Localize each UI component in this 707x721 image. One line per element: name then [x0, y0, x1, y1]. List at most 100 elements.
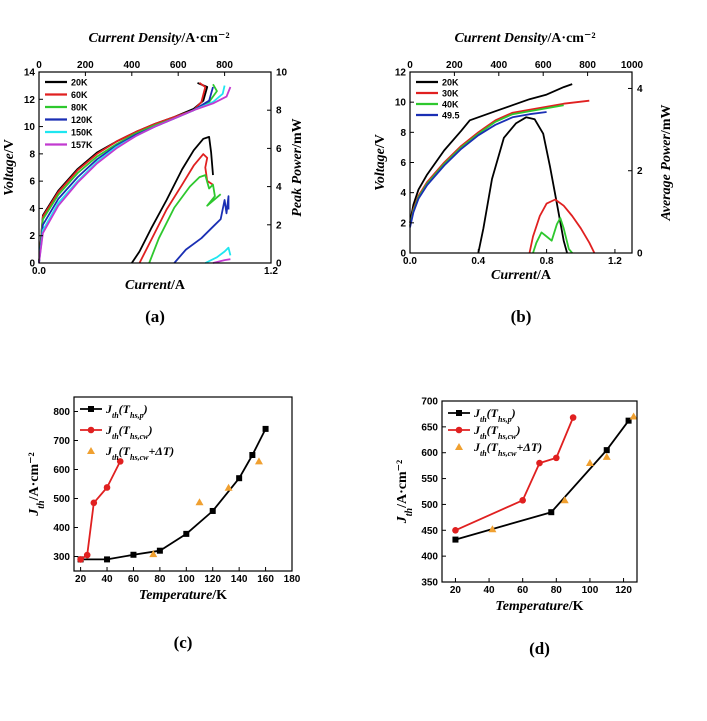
legend-marker-1 — [87, 426, 95, 434]
data-point-0 — [262, 425, 269, 432]
x-tick-label: 1.2 — [608, 256, 622, 267]
panel-caption-c: (c) — [174, 633, 193, 652]
power-curve-60K — [138, 153, 214, 264]
x-tick-label: 80 — [551, 585, 563, 596]
x-tick-label: 40 — [484, 585, 496, 596]
legend-label-150K: 150K — [71, 128, 93, 138]
x2-tick-label: 1000 — [621, 60, 644, 71]
legend-marker-2 — [455, 443, 463, 450]
data-point-1 — [77, 556, 84, 563]
x-tick-label: 40 — [101, 574, 113, 585]
series-line-1 — [80, 460, 122, 561]
data-point-0 — [548, 509, 555, 516]
x-tick-label: 0.4 — [471, 256, 485, 267]
y-tick-label: 700 — [53, 436, 70, 447]
y2-tick-label: 8 — [276, 106, 282, 117]
y2-tick-label: 2 — [276, 220, 282, 231]
legend-label-80K: 80K — [71, 103, 88, 113]
y-axis-label: Voltage/V — [2, 139, 17, 196]
x-tick-label: 180 — [284, 574, 301, 585]
data-point-1 — [569, 414, 577, 421]
y-tick-label: 400 — [53, 523, 70, 534]
data-point-2 — [585, 459, 594, 467]
x2-tick-label: 600 — [535, 60, 552, 71]
data-point-1 — [452, 526, 459, 534]
x-tick-label: 20 — [450, 585, 462, 596]
x-tick-label: 80 — [154, 574, 166, 585]
y-tick-label: 800 — [53, 407, 70, 418]
voltage-curve-20K — [409, 83, 573, 223]
y-tick-label: 6 — [400, 158, 406, 169]
y-tick-label: 550 — [421, 474, 438, 485]
legend-label-2: Jth(Ths,cw+ΔT) — [105, 444, 174, 462]
legend-label-1: Jth(Ths,cw) — [473, 423, 520, 441]
data-point-0 — [183, 530, 190, 537]
data-point-0 — [625, 417, 632, 424]
x2-tick-label: 800 — [216, 60, 233, 71]
y-tick-label: 10 — [24, 122, 36, 133]
y-tick-label: 8 — [29, 149, 35, 160]
power-curve-80K — [148, 174, 222, 264]
data-point-2 — [560, 496, 569, 504]
x-tick-label: 1.2 — [264, 266, 278, 277]
legend-label-49.5: 49.5 — [442, 111, 460, 121]
data-point-2 — [224, 483, 233, 491]
y-tick-label: 2 — [400, 218, 406, 229]
y-axis-label: Jth/A·cm⁻² — [395, 460, 415, 524]
x2-tick-label: 800 — [579, 60, 596, 71]
x2-axis-label: Current Density/A·cm⁻² — [88, 31, 229, 46]
y-axis-label: Jth/A·cm⁻² — [27, 452, 47, 516]
x-tick-label: 0.0 — [403, 256, 417, 267]
data-point-2 — [602, 452, 611, 460]
data-point-1 — [553, 454, 560, 462]
data-point-1 — [116, 458, 124, 465]
x-tick-label: 100 — [582, 585, 599, 596]
y-tick-label: 4 — [29, 204, 35, 215]
legend-label-20K: 20K — [442, 78, 459, 88]
x2-tick-label: 200 — [446, 60, 463, 71]
voltage-curve-49.5 — [409, 111, 547, 228]
data-point-0 — [104, 556, 111, 563]
data-point-2 — [629, 412, 638, 420]
x2-axis-label: Current Density/A·cm⁻² — [454, 31, 595, 46]
x-tick-label: 0.0 — [32, 266, 46, 277]
x2-tick-label: 400 — [123, 60, 140, 71]
y2-tick-label: 4 — [637, 84, 643, 95]
legend-label-2: Jth(Ths,cw+ΔT) — [473, 440, 542, 458]
legend-label-30K: 30K — [442, 89, 459, 99]
y-tick-label: 650 — [421, 422, 438, 433]
voltage-curve-157K — [38, 86, 232, 264]
series-line-0 — [455, 420, 630, 541]
y-tick-label: 12 — [24, 95, 36, 106]
data-point-0 — [130, 551, 137, 558]
y-tick-label: 10 — [395, 98, 407, 109]
x-axis-label: Current/A — [491, 268, 552, 283]
y-tick-label: 500 — [53, 494, 70, 505]
x-tick-label: 120 — [615, 585, 632, 596]
legend-label-60K: 60K — [71, 90, 88, 100]
voltage-curve-150K — [38, 85, 226, 264]
x-axis-label: Temperature/K — [495, 599, 583, 614]
y2-tick-label: 2 — [637, 166, 643, 177]
x2-tick-label: 200 — [77, 60, 94, 71]
y-axis-label: Voltage/V — [373, 134, 388, 191]
panel-caption-b: (b) — [511, 307, 532, 326]
panel-caption-a: (a) — [145, 307, 165, 326]
x-tick-label: 60 — [128, 574, 140, 585]
x-tick-label: 140 — [231, 574, 248, 585]
data-point-2 — [149, 550, 158, 558]
legend-label-120K: 120K — [71, 115, 93, 125]
x-axis-label: Current/A — [125, 278, 186, 293]
data-point-0 — [603, 447, 610, 454]
panel-d: 20 40 60 80 100 120 350 400 450 500 550 600 650 700 Te… — [395, 397, 638, 658]
legend-label-0: Jth(Ths,p) — [105, 402, 148, 420]
legend-label-40K: 40K — [442, 100, 459, 110]
y-tick-label: 0 — [29, 259, 35, 270]
y-tick-label: 350 — [421, 578, 438, 589]
y2-axis-label: Average Power/mW — [659, 104, 674, 221]
y-tick-label: 300 — [53, 552, 70, 563]
voltage-curve-80K — [38, 83, 218, 264]
y-tick-label: 400 — [421, 552, 438, 563]
y-tick-label: 600 — [53, 465, 70, 476]
